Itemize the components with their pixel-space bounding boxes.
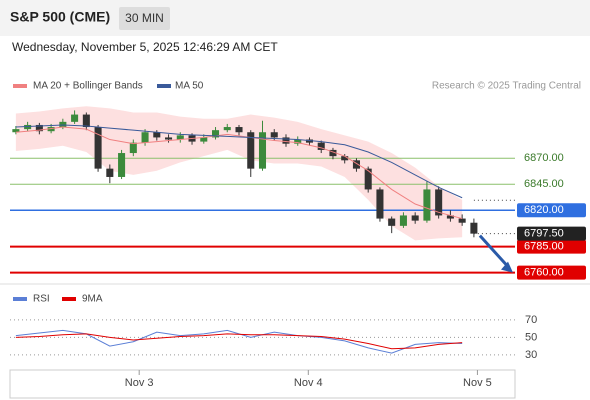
legend-swatch <box>13 297 27 301</box>
candle-body <box>305 139 313 143</box>
level-label-box <box>517 239 586 254</box>
candle-body <box>153 132 161 138</box>
ma-line <box>15 124 463 199</box>
x-tick-label: Nov 3 <box>125 377 154 389</box>
candle-body <box>94 127 102 169</box>
credit: Research © 2025 Trading Central <box>432 81 581 92</box>
candle-body <box>364 168 372 190</box>
candle-body <box>329 149 337 157</box>
candle-body <box>294 139 302 144</box>
candle-body <box>223 127 231 131</box>
level-label: 6760.00 <box>524 267 564 279</box>
forecast-arrow <box>478 234 510 268</box>
candle-body <box>141 132 149 143</box>
candle-body <box>129 142 137 154</box>
candle-body <box>388 218 396 226</box>
symbol: S&P 500 (CME) <box>10 9 110 25</box>
time-axis-frame <box>9 369 516 399</box>
legend-label: RSI <box>33 294 50 305</box>
x-tick-label: Nov 4 <box>294 377 323 389</box>
candle-body <box>258 132 267 169</box>
candle-body <box>82 114 90 128</box>
legend-label: MA 20 + Bollinger Bands <box>33 81 143 92</box>
candle-body <box>282 137 290 144</box>
candle-body <box>341 156 349 161</box>
candle-body <box>165 137 173 140</box>
y-tick-label: 70 <box>525 314 537 326</box>
x-tick-label: Nov 5 <box>463 377 492 389</box>
legend-swatch <box>62 297 76 301</box>
candle-body <box>376 189 384 219</box>
candle-body <box>247 132 255 169</box>
candle-body <box>270 132 278 138</box>
level-label-box <box>517 203 586 218</box>
candle-body <box>399 215 407 226</box>
candle-body <box>411 215 419 221</box>
header-bar <box>0 0 590 36</box>
candle-body <box>212 130 220 138</box>
rsi-line <box>15 333 463 350</box>
candle-body <box>24 124 32 130</box>
candle-body <box>118 153 126 177</box>
interval: 30 MIN <box>125 11 164 25</box>
candle-body <box>106 168 114 177</box>
candle-body <box>59 121 67 128</box>
candle-body <box>176 135 184 140</box>
candle-body <box>317 142 325 150</box>
level-label: 6785.00 <box>524 241 564 253</box>
legend-label: MA 50 <box>175 81 204 92</box>
y-tick-label: 30 <box>525 349 537 361</box>
bollinger-band <box>15 106 463 241</box>
y-tick-label: 50 <box>525 331 537 343</box>
candle-body <box>35 124 43 132</box>
candle-body <box>47 127 55 132</box>
candle-body <box>435 189 443 216</box>
ma-line <box>15 126 463 220</box>
candle-body <box>423 189 431 221</box>
candle-body <box>446 215 454 219</box>
level-label: 6845.00 <box>524 178 564 190</box>
candle-body <box>12 129 20 133</box>
level-label-box <box>517 265 586 280</box>
candle-body <box>470 222 478 234</box>
level-label: 6820.00 <box>524 204 564 216</box>
candle-body <box>235 127 243 133</box>
legend-swatch <box>13 84 27 88</box>
datetime: Wednesday, November 5, 2025 12:46:29 AM … <box>12 40 278 54</box>
level-label: 6870.00 <box>524 152 564 164</box>
candle-body <box>71 114 79 122</box>
forecast-arrowhead <box>501 261 513 273</box>
interval-badge <box>119 7 170 30</box>
last-price-label: 6797.50 <box>524 228 564 240</box>
candle-body <box>352 160 360 169</box>
candle-body <box>458 218 466 223</box>
legend-swatch <box>157 84 171 88</box>
last-price-box <box>517 226 586 241</box>
legend-label: 9MA <box>82 294 103 305</box>
candle-body <box>200 137 208 142</box>
